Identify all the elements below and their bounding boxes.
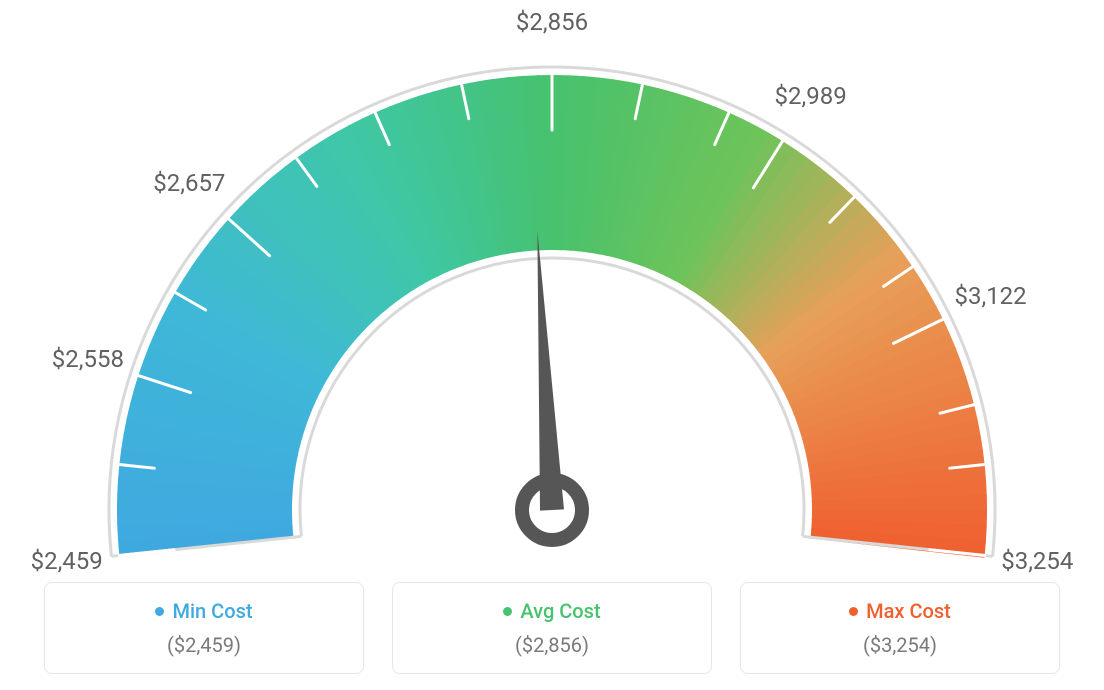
legend-title-avg: Avg Cost [503,599,600,623]
legend-value-min: ($2,459) [55,633,353,657]
gauge-tick-label: $2,657 [153,169,225,197]
legend-row: Min Cost ($2,459) Avg Cost ($2,856) Max … [0,582,1104,674]
legend-title-text: Min Cost [172,599,252,623]
gauge-tick-label: $2,459 [31,547,103,575]
legend-value-avg: ($2,856) [403,633,701,657]
gauge-tick-label: $2,856 [516,8,588,36]
legend-title-max: Max Cost [849,599,951,623]
gauge-tick-label: $2,989 [775,82,847,110]
dot-icon [503,607,512,616]
dot-icon [849,607,858,616]
dot-icon [155,607,164,616]
legend-title-text: Max Cost [866,599,951,623]
cost-gauge-widget: $2,459 $2,558 $2,657 $2,856 $2,989 $3,122 $3,2… [0,0,1104,690]
legend-card-min: Min Cost ($2,459) [44,582,364,674]
legend-title-text: Avg Cost [520,599,600,623]
legend-title-min: Min Cost [155,599,252,623]
gauge-tick-label: $3,122 [954,282,1026,310]
legend-card-max: Max Cost ($3,254) [740,582,1060,674]
legend-value-max: ($3,254) [751,633,1049,657]
gauge-tick-label: $3,254 [1001,547,1073,575]
legend-card-avg: Avg Cost ($2,856) [392,582,712,674]
gauge-tick-label: $2,558 [52,345,124,373]
gauge-chart: $2,459$2,558$2,657$2,856$2,989$3,122$3,2… [0,0,1104,560]
